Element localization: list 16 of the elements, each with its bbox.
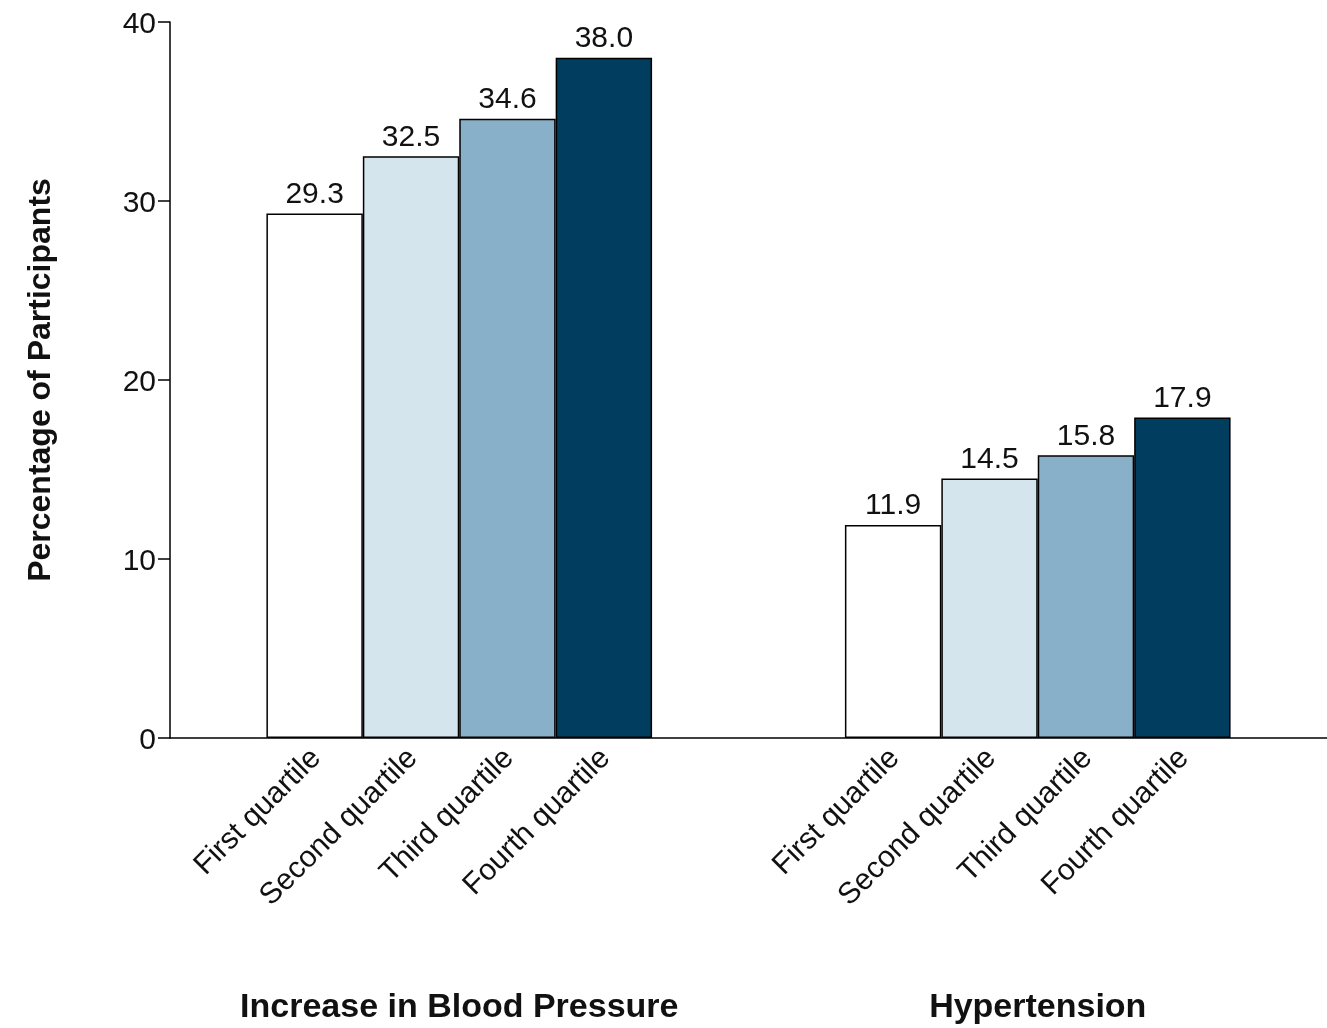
y-axis-title: Percentage of Participants (21, 178, 57, 582)
data-label: 14.5 (960, 440, 1019, 474)
y-tick-label: 40 (122, 5, 156, 39)
text: Hypertension (929, 986, 1147, 1024)
data-label: 29.3 (285, 176, 344, 210)
y-tick-label: 0 (139, 721, 156, 755)
data-label: 15.8 (1056, 417, 1116, 451)
text: Increase in Blood Pressure (240, 986, 679, 1024)
data-label: 32.5 (381, 118, 441, 152)
data-label: 17.9 (1153, 380, 1212, 414)
y-tick-label: 10 (122, 542, 156, 576)
data-label: 38.0 (574, 20, 634, 54)
data-label: 11.9 (865, 487, 922, 521)
y-tick-label: 20 (122, 363, 156, 397)
data-label: 34.6 (478, 81, 537, 115)
y-tick-label: 30 (122, 184, 156, 218)
